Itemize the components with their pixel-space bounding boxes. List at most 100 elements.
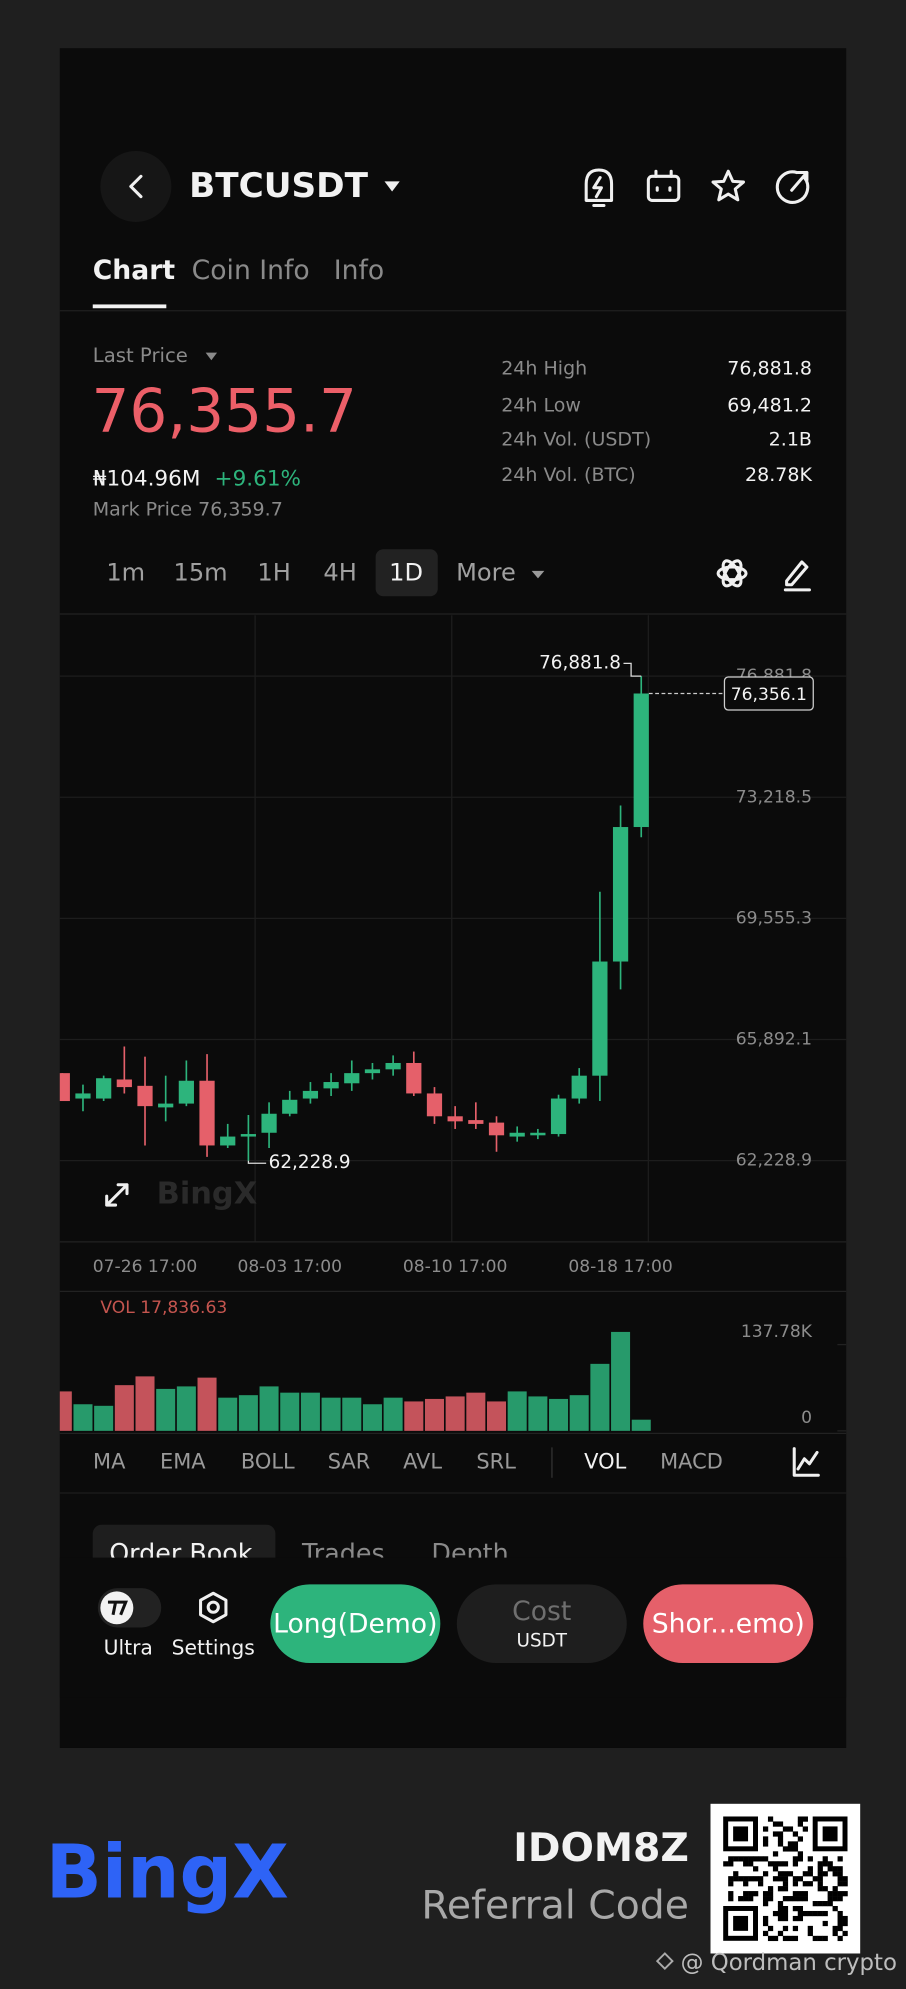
qr-module xyxy=(792,1856,799,1862)
interval[interactable]: 15m xyxy=(173,558,227,586)
volume-bar xyxy=(528,1396,548,1431)
qr-module xyxy=(807,1856,813,1862)
symbol-dropdown[interactable] xyxy=(384,181,400,192)
book-tab[interactable]: Trades xyxy=(301,1538,385,1568)
qr-module xyxy=(762,1930,769,1937)
indicator-tab[interactable]: AVL xyxy=(403,1450,442,1474)
qr-module xyxy=(842,1930,848,1937)
share-icon[interactable] xyxy=(775,170,810,204)
x-tick-label: 08-03 17:00 xyxy=(238,1257,342,1277)
qr-module xyxy=(782,1846,789,1852)
more-dropdown[interactable] xyxy=(531,570,545,579)
ultra-knob xyxy=(100,1591,134,1625)
qr-module xyxy=(757,1856,764,1862)
book-tab[interactable]: Order Book xyxy=(109,1538,253,1568)
candle-body xyxy=(75,1093,91,1099)
tab-coin-info[interactable]: Coin Info xyxy=(192,255,310,286)
indicator-tab[interactable]: MACD xyxy=(660,1450,723,1474)
qr-module xyxy=(728,1861,734,1867)
interval[interactable]: 1D xyxy=(389,558,423,586)
qr-module xyxy=(797,1821,804,1827)
candle-body xyxy=(509,1132,525,1137)
qr-module xyxy=(738,1876,744,1882)
qr-module xyxy=(837,1871,843,1877)
qr-module xyxy=(827,1901,833,1907)
tab-chart[interactable]: Chart xyxy=(93,255,176,286)
qr-module xyxy=(827,1861,833,1867)
indicator-tab[interactable]: BOLL xyxy=(241,1450,295,1474)
last-price-dropdown[interactable] xyxy=(205,352,218,361)
qr-module xyxy=(743,1891,749,1897)
volume-bar xyxy=(466,1392,486,1431)
long-button[interactable] xyxy=(270,1584,441,1663)
favorite-icon[interactable] xyxy=(711,169,746,202)
candle-body xyxy=(116,1079,132,1088)
candle-body xyxy=(302,1090,319,1099)
cost-field[interactable] xyxy=(456,1584,627,1663)
qr-module xyxy=(762,1896,769,1902)
indicator-tab[interactable]: SAR xyxy=(328,1450,371,1474)
indicator-tab[interactable]: EMA xyxy=(160,1450,206,1474)
qr-module xyxy=(822,1871,828,1877)
interval[interactable]: 1H xyxy=(257,558,290,586)
indicator-tab[interactable]: SRL xyxy=(476,1450,516,1474)
qr-module xyxy=(837,1920,843,1927)
interval[interactable]: 4H xyxy=(323,558,356,586)
low-marker xyxy=(247,1160,267,1164)
short-button[interactable] xyxy=(643,1584,814,1663)
back-button[interactable] xyxy=(100,150,172,222)
qr-module xyxy=(762,1826,769,1832)
qr-module xyxy=(782,1935,789,1942)
candle-body xyxy=(344,1073,360,1084)
qr-module xyxy=(748,1896,754,1902)
qr-module xyxy=(728,1856,734,1862)
settings-label[interactable]: Settings xyxy=(172,1636,255,1660)
volume-bar xyxy=(238,1395,258,1431)
bot-icon[interactable] xyxy=(646,169,681,202)
last-price-label[interactable]: Last Price xyxy=(93,344,188,367)
turnover: ₦104.96M xyxy=(93,466,201,491)
tab-info[interactable]: Info xyxy=(334,255,384,286)
stat-value: 69,481.2 xyxy=(727,394,812,416)
interval[interactable]: 1m xyxy=(106,558,145,586)
indicator-settings-icon[interactable] xyxy=(792,1447,820,1477)
qr-module xyxy=(792,1915,799,1922)
qr-module xyxy=(792,1925,799,1932)
draw-icon[interactable] xyxy=(783,560,811,592)
qr-finder xyxy=(733,1915,749,1931)
indicator-icon[interactable] xyxy=(716,558,748,589)
qr-module xyxy=(837,1910,843,1917)
fullscreen-icon[interactable] xyxy=(105,1183,129,1207)
candle-body xyxy=(96,1078,112,1099)
qr-module xyxy=(837,1881,843,1887)
qr-module xyxy=(792,1841,799,1847)
symbol-title[interactable]: BTCUSDT xyxy=(189,166,368,206)
indicator-tab[interactable]: MA xyxy=(93,1450,126,1474)
qr-module xyxy=(797,1910,804,1917)
qr-module xyxy=(733,1876,739,1882)
ultra-label[interactable]: Ultra xyxy=(104,1636,153,1660)
book-tab[interactable]: Depth xyxy=(431,1538,508,1568)
qr-module xyxy=(842,1920,848,1927)
qr-module xyxy=(832,1925,838,1932)
qr-module xyxy=(802,1826,808,1832)
candle-body xyxy=(550,1098,567,1135)
qr-module xyxy=(748,1856,754,1862)
candle-body xyxy=(178,1080,194,1104)
indicator-tab[interactable]: VOL xyxy=(584,1450,626,1474)
qr-module xyxy=(837,1915,843,1922)
settings-icon[interactable] xyxy=(199,1591,228,1624)
qr-module xyxy=(837,1866,843,1872)
qr-module xyxy=(757,1876,764,1882)
candle-body xyxy=(199,1080,215,1146)
volume-bar xyxy=(590,1363,610,1431)
qr-module xyxy=(782,1871,789,1877)
qr-module xyxy=(837,1891,843,1897)
volume-bar xyxy=(342,1397,362,1431)
interval[interactable]: More xyxy=(456,558,516,586)
alert-icon[interactable] xyxy=(584,168,614,208)
qr-module xyxy=(787,1871,794,1877)
qr-module xyxy=(748,1861,754,1867)
cost-label: Cost xyxy=(512,1596,571,1627)
